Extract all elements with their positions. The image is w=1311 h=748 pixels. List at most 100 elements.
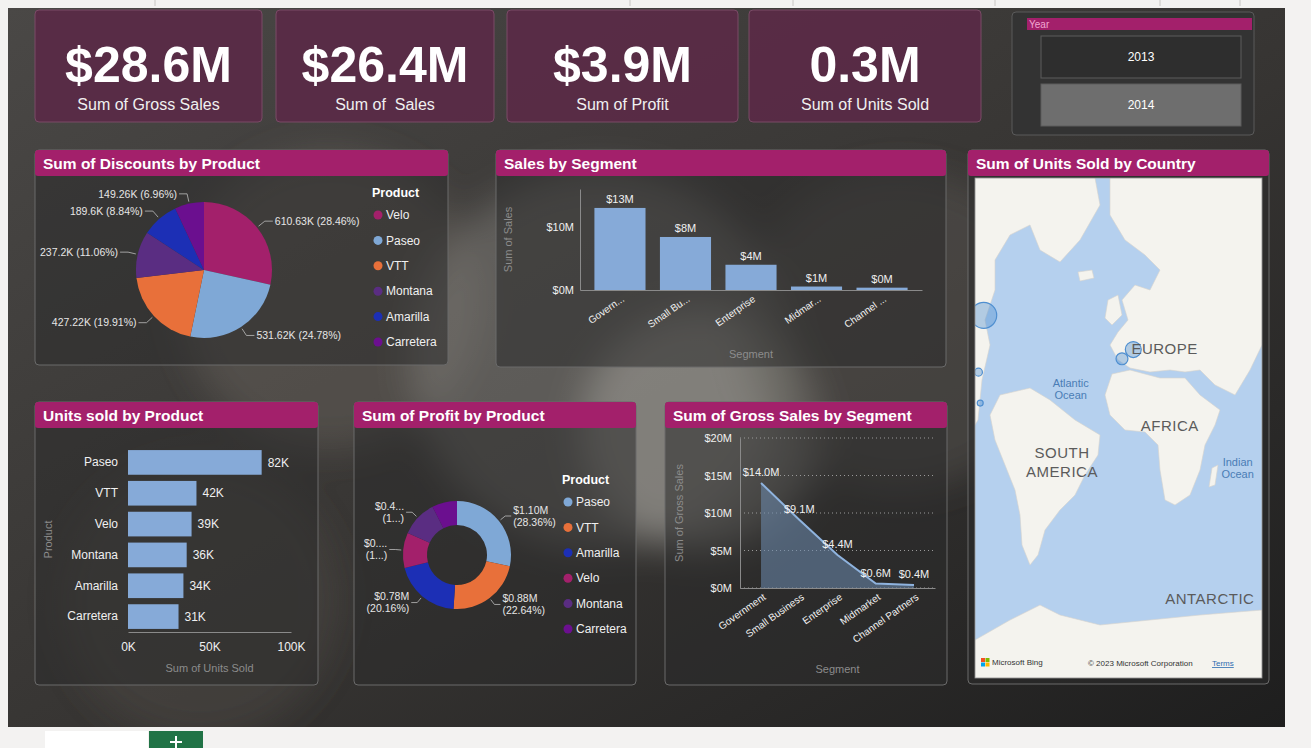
- map: [975, 178, 1262, 678]
- slice: [190, 270, 270, 338]
- visual: Sum of Discounts by Product610.63K (28.4…: [35, 150, 448, 365]
- axis: $0M$5M$10M$15M$20M: [704, 432, 740, 594]
- slicer-item-label[interactable]: 2014: [1128, 98, 1155, 112]
- tick-label: Carretera: [67, 609, 118, 623]
- legend-swatch: [564, 574, 573, 583]
- bar: [128, 604, 179, 629]
- page-tab[interactable]: [45, 731, 148, 748]
- legend-title: Product: [372, 186, 420, 200]
- tick-label: VTT: [95, 486, 118, 500]
- leader-line: [406, 512, 416, 516]
- visual-background: [35, 150, 448, 365]
- bar: [725, 265, 776, 290]
- data-label-line: $1.10M: [513, 504, 548, 516]
- land: [1105, 370, 1220, 505]
- ribbon-separator: [1240, 0, 1241, 6]
- bar: [128, 543, 187, 568]
- card-label: Sum of Units Sold: [801, 96, 929, 113]
- leader-line: [120, 252, 136, 254]
- axis-title: Sum of Sales: [502, 206, 514, 272]
- data-label: $0.78M(20.16%): [367, 590, 410, 614]
- visual-title: Sum of Units Sold by Country: [976, 155, 1196, 172]
- card-label: Sum of Gross Sales: [77, 96, 219, 113]
- data-label-line: $0.4...: [375, 500, 404, 512]
- tick: $0M: [711, 582, 740, 594]
- bing-logo: [986, 663, 990, 667]
- map-label-line: SOUTH: [1034, 444, 1089, 461]
- slicer-item[interactable]: [1041, 36, 1241, 78]
- axis-title: Segment: [815, 663, 859, 675]
- card-value: $3.9M: [553, 37, 692, 93]
- visual-header: [35, 402, 318, 428]
- axis-line: [581, 290, 923, 291]
- axis: $0M$10M: [546, 190, 580, 297]
- legend-swatch: [374, 338, 383, 347]
- kpi-card: $3.9MSum of Profit: [507, 10, 738, 122]
- visual-background: [496, 150, 946, 367]
- tick-label: $10M: [546, 221, 574, 233]
- tick-label: $5M: [711, 545, 732, 557]
- tick: Enterprise: [800, 588, 844, 626]
- legend-label: Amarilla: [576, 546, 620, 560]
- tick: 0K: [121, 632, 136, 654]
- card-value: 0.3M: [809, 37, 920, 93]
- legend-swatch: [374, 261, 383, 270]
- line: [761, 483, 914, 585]
- card-value: $28.6M: [65, 37, 232, 93]
- slice: [136, 270, 204, 337]
- leader-line: [259, 221, 273, 226]
- axis-title: Sum of Gross Sales: [673, 464, 685, 562]
- axis: PaseoVTTVeloMontanaAmarillaCarretera: [67, 455, 128, 623]
- data-label-line: $0....: [364, 537, 387, 549]
- ribbon-separator: [995, 0, 996, 6]
- leader-line: [389, 549, 401, 551]
- add-page-icon: [175, 736, 177, 748]
- data-label: 189.6K (8.84%): [70, 205, 143, 217]
- legend-label: Velo: [576, 571, 600, 585]
- tick-label: Small Business: [744, 591, 806, 639]
- tick: $10M: [546, 221, 580, 233]
- map-terms-link[interactable]: Terms: [1212, 659, 1234, 668]
- ribbon-separator: [630, 0, 631, 6]
- map-label-line: AFRICA: [1141, 417, 1199, 434]
- axis-title: Product: [42, 521, 54, 559]
- bar: [128, 573, 183, 598]
- data-label-line: $0.78M: [374, 590, 409, 602]
- slice: [454, 561, 510, 609]
- legend-swatch: [564, 625, 573, 634]
- tick: Enterprise: [713, 290, 757, 328]
- legend-swatch: [564, 548, 573, 557]
- tick-label: Small Bu...: [646, 293, 692, 330]
- tick: Paseo: [84, 455, 128, 469]
- tick: $5M: [711, 545, 740, 557]
- legend-swatch: [374, 287, 383, 296]
- card-background: [276, 10, 494, 122]
- tick: Channel ...: [842, 290, 888, 330]
- slice: [457, 501, 511, 566]
- add-page-button[interactable]: [149, 731, 203, 748]
- data-label: 531.62K (24.78%): [256, 329, 341, 341]
- kpi-card: $28.6M Sum of Gross Sales: [35, 10, 262, 122]
- slicer-item-label[interactable]: 2013: [1128, 50, 1155, 64]
- data-label: 82K: [268, 456, 289, 470]
- legend-label: Carretera: [576, 622, 627, 636]
- bar: [128, 512, 192, 537]
- bars: [594, 208, 907, 290]
- data-label: 149.26K (6.96%): [98, 188, 177, 200]
- data-label: 31K: [185, 610, 206, 624]
- data-label: 237.2K (11.06%): [40, 246, 118, 258]
- area: [761, 483, 914, 588]
- axis-title: Sum of Units Sold: [165, 662, 253, 674]
- data-label: 610.63K (28.46%): [275, 215, 360, 227]
- slicer-item[interactable]: [1041, 84, 1241, 126]
- tick-label: $10M: [704, 507, 732, 519]
- tick: Midmar...: [783, 290, 823, 326]
- tick: $10M: [704, 507, 740, 519]
- legend-label: Amarilla: [386, 310, 430, 324]
- data-label: 36K: [193, 548, 214, 562]
- land: [1078, 270, 1094, 281]
- data-label: $4M: [740, 250, 761, 262]
- axis: Govern...Small Bu...EnterpriseMidmar...C…: [581, 290, 923, 330]
- tick-label: Enterprise: [800, 591, 844, 626]
- legend-swatch: [374, 236, 383, 245]
